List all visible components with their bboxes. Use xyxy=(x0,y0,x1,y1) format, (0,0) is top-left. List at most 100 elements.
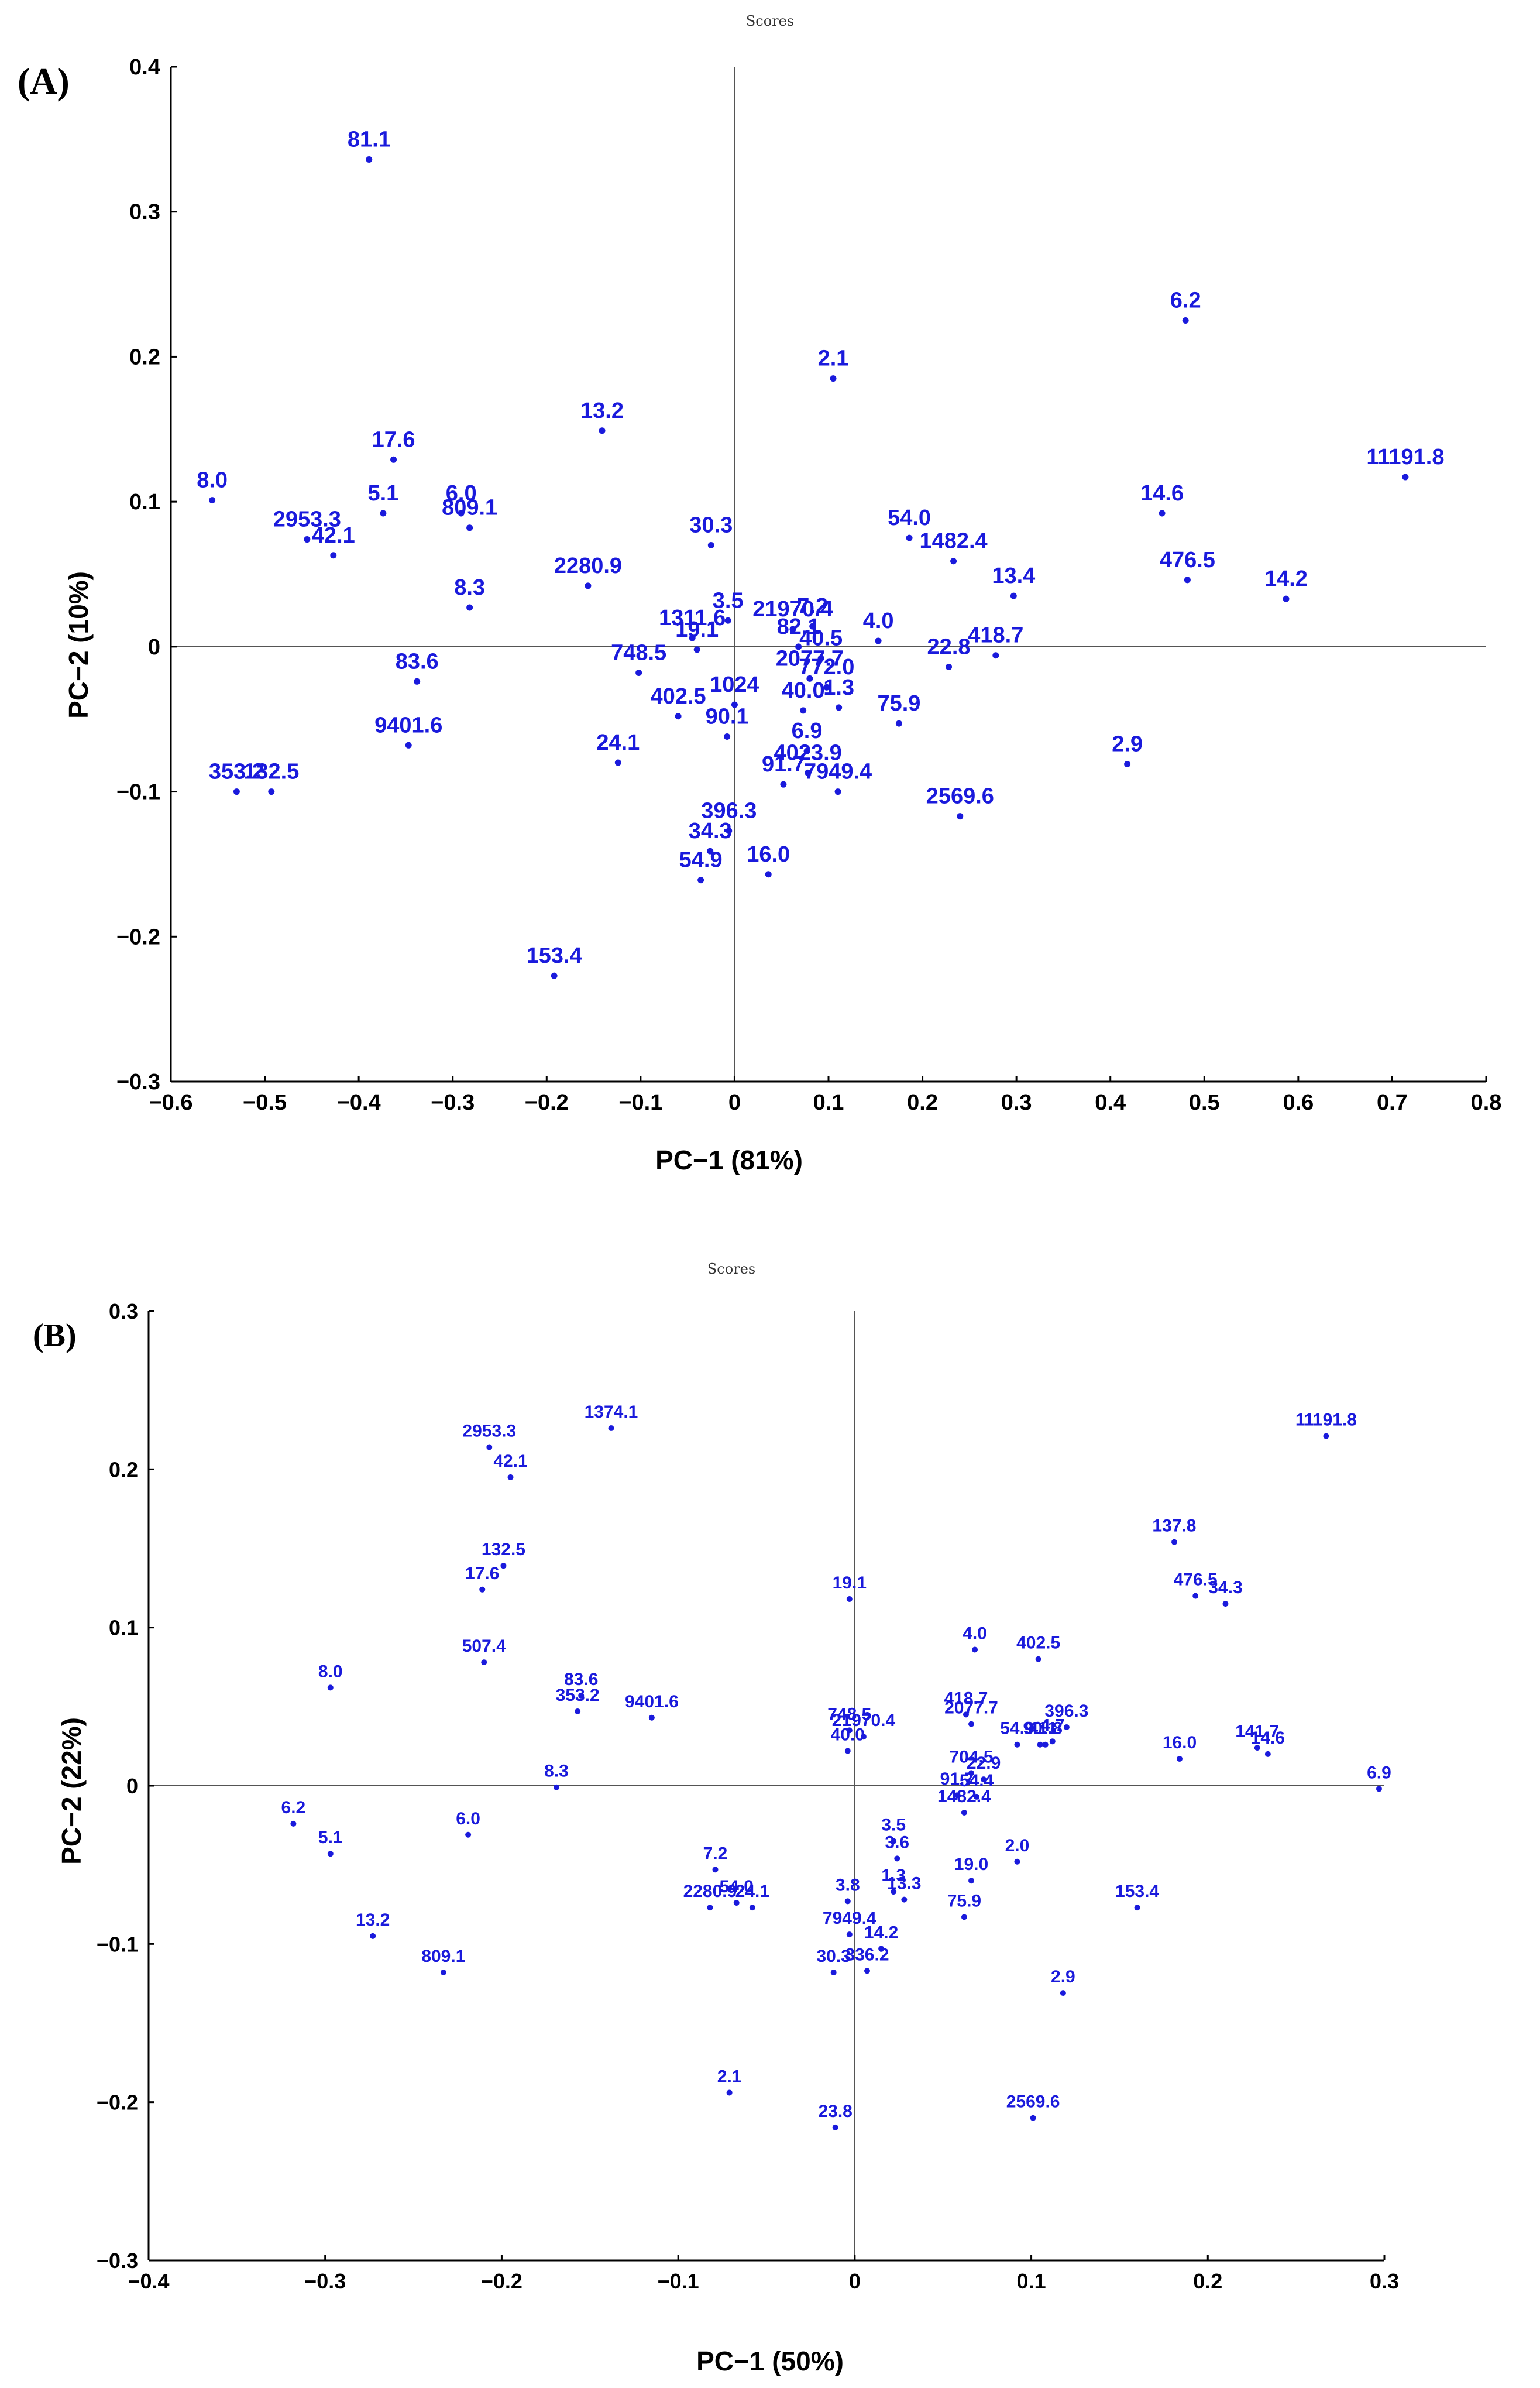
scatter-point xyxy=(1049,1738,1056,1745)
scatter-point xyxy=(1010,592,1017,599)
scatter-point xyxy=(962,1711,969,1718)
point-label: 19.0 xyxy=(954,1855,988,1874)
scatter-point xyxy=(836,704,843,711)
point-label: 24.1 xyxy=(735,1882,769,1901)
point-label: 6.9 xyxy=(1367,1763,1391,1782)
y-tick-label: 0.2 xyxy=(109,1457,138,1481)
point-label: 82.1 xyxy=(777,615,820,639)
point-label: 809.1 xyxy=(421,1947,465,1966)
point-label: 1.3 xyxy=(823,675,854,700)
scatter-point xyxy=(390,456,397,463)
x-tick-label: 0.5 xyxy=(1189,1090,1220,1115)
scatter-point xyxy=(458,510,465,517)
point-label: 1.3 xyxy=(881,1866,906,1885)
y-tick-label: −0.2 xyxy=(116,925,160,949)
point-label: 21970.4 xyxy=(752,597,833,622)
x-tick-label: −0.4 xyxy=(337,1090,381,1115)
point-label: 14.6 xyxy=(1140,481,1184,506)
point-label: 396.3 xyxy=(701,798,757,823)
y-tick-label: 0.3 xyxy=(129,200,160,225)
scatter-point xyxy=(1184,577,1191,584)
y-tick-label: −0.1 xyxy=(116,780,160,805)
scatter-point xyxy=(693,646,700,653)
point-label: 16.0 xyxy=(1163,1733,1197,1752)
scatter-point xyxy=(1159,510,1166,517)
scatter-point xyxy=(803,747,810,754)
x-tick-label: 0.3 xyxy=(1370,2269,1399,2293)
scatter-point xyxy=(954,1792,960,1799)
point-label: 42.1 xyxy=(312,523,355,548)
x-tick-label: −0.3 xyxy=(304,2269,346,2293)
scatter-point xyxy=(578,1692,585,1699)
y-tick-label: 0.1 xyxy=(129,490,160,514)
point-label: 7.2 xyxy=(797,594,828,619)
point-label: 1482.4 xyxy=(937,1787,991,1806)
point-label: 4.0 xyxy=(962,1624,987,1644)
scatter-point xyxy=(844,1898,851,1905)
x-tick-label: 0.6 xyxy=(1283,1090,1314,1115)
scatter-point xyxy=(1063,1724,1070,1730)
scatter-point xyxy=(414,678,421,685)
point-label: 17.6 xyxy=(372,427,415,452)
scatter-point xyxy=(1030,2115,1036,2121)
point-label: 2280.9 xyxy=(683,1882,737,1901)
scatter-point xyxy=(765,871,772,878)
scatter-point xyxy=(901,1896,908,1903)
scatter-point xyxy=(1254,1745,1260,1751)
scatter-point xyxy=(689,634,696,641)
scatter-point xyxy=(878,1946,885,1952)
point-label: 748.5 xyxy=(827,1704,871,1724)
scatter-point xyxy=(823,684,830,691)
scatter-point xyxy=(466,604,473,611)
scatter-point xyxy=(1182,317,1189,324)
scatter-point xyxy=(860,1734,867,1740)
x-axis-title-a: PC−1 (81%) xyxy=(655,1145,803,1175)
scatter-point xyxy=(974,1793,980,1800)
scatter-point xyxy=(1376,1786,1382,1792)
point-label: 137.8 xyxy=(1152,1516,1196,1536)
point-label: 22.8 xyxy=(927,635,971,660)
point-label: 9401.6 xyxy=(625,1692,679,1711)
scatter-points-b: 1374.1 2953.3 42.1 11191.8 137.8 132.5 17.6 476… xyxy=(281,1402,1391,2130)
scatter-point xyxy=(1323,1433,1329,1439)
point-label: 809.1 xyxy=(442,496,497,520)
scatter-point xyxy=(891,1889,897,1895)
scatter-point xyxy=(707,541,714,548)
scatter-point xyxy=(707,1905,713,1911)
point-label: 336.2 xyxy=(845,1945,889,1964)
point-label: 40.0 xyxy=(782,678,825,703)
scatter-point xyxy=(712,1867,719,1873)
scatter-point xyxy=(380,510,387,517)
point-label: 54.0 xyxy=(888,506,931,530)
scatter-point xyxy=(648,1714,655,1721)
point-label: 16.0 xyxy=(747,842,790,867)
scatter-point xyxy=(1014,1858,1020,1865)
point-label: 8.0 xyxy=(197,468,228,493)
point-label: 54.9 xyxy=(1000,1719,1034,1738)
point-label: 14.6 xyxy=(1251,1728,1285,1748)
x-tick-label: −0.4 xyxy=(128,2269,169,2293)
scatter-point xyxy=(486,1444,493,1450)
x-axis-title-b: PC−1 (50%) xyxy=(696,2346,844,2376)
point-label: 22.9 xyxy=(967,1754,1001,1773)
scatter-point xyxy=(366,156,373,163)
scatter-point xyxy=(780,781,787,788)
scatter-point xyxy=(707,848,714,855)
point-label: 132.5 xyxy=(482,1540,525,1559)
scatter-point xyxy=(968,1878,974,1884)
scatter-point xyxy=(894,1855,900,1862)
point-label: 7949.4 xyxy=(804,760,872,784)
scatter-point xyxy=(479,1586,486,1593)
scatter-point xyxy=(800,707,807,714)
point-label: 2569.6 xyxy=(926,784,994,809)
scatter-point xyxy=(726,827,733,834)
scatter-point xyxy=(830,1969,837,1975)
point-label: 4.0 xyxy=(863,609,894,633)
scatter-point xyxy=(972,1646,978,1653)
x-tick-label: 0.3 xyxy=(1001,1090,1032,1115)
scatter-point xyxy=(1060,1990,1066,1996)
y-axis-title-b: PC−2 (22%) xyxy=(56,1717,87,1865)
point-label: 4023.9 xyxy=(774,740,842,765)
point-label: 141.7 xyxy=(1235,1722,1279,1741)
point-label: 54.4 xyxy=(960,1771,994,1790)
